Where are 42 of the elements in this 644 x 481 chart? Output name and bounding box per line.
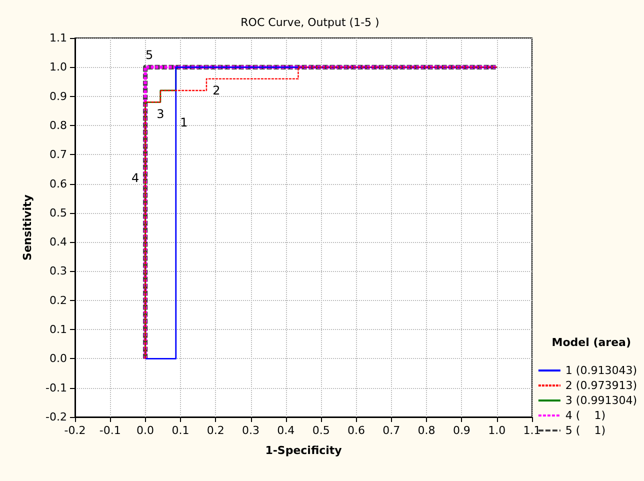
x-tick-label: 0.6 [347, 424, 365, 437]
y-tick-label: 0.0 [50, 352, 67, 366]
annotation: 3 [156, 107, 164, 122]
y-tick-label: 0.3 [50, 264, 67, 278]
legend-label: 4 ( 1) [565, 409, 606, 422]
x-tick-label: 0.0 [136, 424, 154, 437]
y-tick-label: 0.1 [50, 323, 67, 336]
y-tick-label: -0.1 [46, 381, 67, 394]
y-axis-title: Sensitivity [21, 194, 34, 260]
y-tick-label: 1.0 [50, 60, 67, 74]
y-tick-label: 0.9 [50, 90, 67, 103]
x-tick-label: 0.1 [172, 424, 190, 437]
x-tick-label: 1.1 [523, 424, 541, 437]
y-tick-label: 1.1 [50, 32, 67, 44]
legend-title: Model (area) [552, 336, 632, 349]
x-tick-label: -0.2 [64, 424, 86, 437]
legend-label: 5 ( 1) [565, 424, 606, 437]
y-tick-label: 0.2 [50, 294, 67, 307]
legend-label: 1 (0.913043) [565, 364, 638, 377]
x-tick-label: 0.4 [277, 424, 295, 437]
y-tick-label: 0.4 [50, 236, 67, 249]
annotation: 5 [145, 48, 154, 62]
x-axis-title: 1-Specificity [265, 444, 342, 457]
y-tick-label: 0.7 [50, 148, 67, 162]
x-tick-label: 0.2 [206, 424, 224, 437]
annotation: 2 [212, 83, 220, 98]
x-tick-label: 0.7 [382, 424, 400, 437]
x-tick-label: 0.9 [452, 424, 470, 437]
y-tick-label: 0.6 [50, 177, 67, 190]
legend-label: 3 (0.991304) [565, 394, 638, 407]
y-tick-label: 0.8 [50, 118, 67, 132]
x-tick-label: 0.8 [418, 424, 436, 437]
x-tick-label: 0.5 [312, 424, 330, 437]
annotation: 4 [131, 170, 140, 185]
y-tick-label: 0.5 [50, 206, 67, 220]
x-tick-label: 0.3 [242, 424, 260, 437]
chart-title: ROC Curve, Output (1-5 ) [240, 16, 380, 29]
x-tick-label: -0.1 [99, 424, 121, 437]
legend-label: 2 (0.973913) [565, 379, 638, 392]
y-tick-label: -0.2 [46, 410, 67, 424]
x-tick-label: 1.0 [488, 424, 506, 437]
annotation: 1 [180, 116, 188, 130]
